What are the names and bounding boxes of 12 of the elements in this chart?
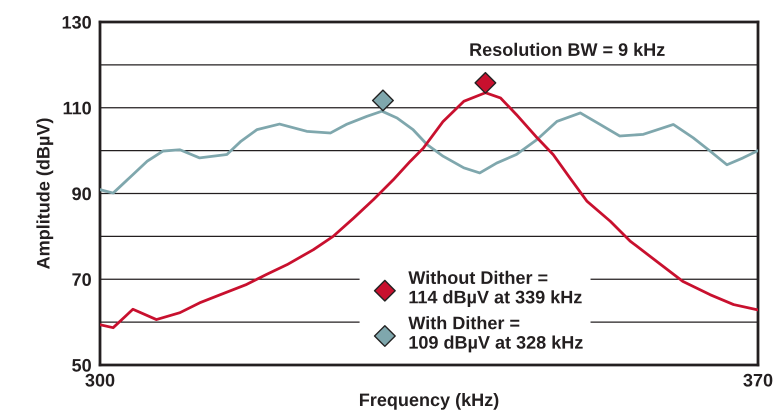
annotation: Resolution BW = 9 kHz	[470, 42, 665, 56]
x-tick-label: 370	[743, 374, 772, 387]
legend-label: With Dither = 109 dBµV at 328 kHz	[408, 316, 583, 352]
y-tick-label: 130	[62, 16, 91, 29]
y-tick-label: 70	[72, 273, 91, 286]
y-axis-title: Amplitude (dBµV)	[36, 118, 54, 269]
x-tick-label: 300	[85, 374, 114, 387]
y-tick-label: 110	[64, 102, 91, 114]
x-axis-title: Frequency (kHz)	[360, 392, 498, 410]
legend-label: Without Dither = 114 dBµV at 339 kHz	[408, 270, 582, 308]
y-tick-label: 50	[72, 358, 91, 372]
y-tick-label: 90	[72, 187, 91, 200]
